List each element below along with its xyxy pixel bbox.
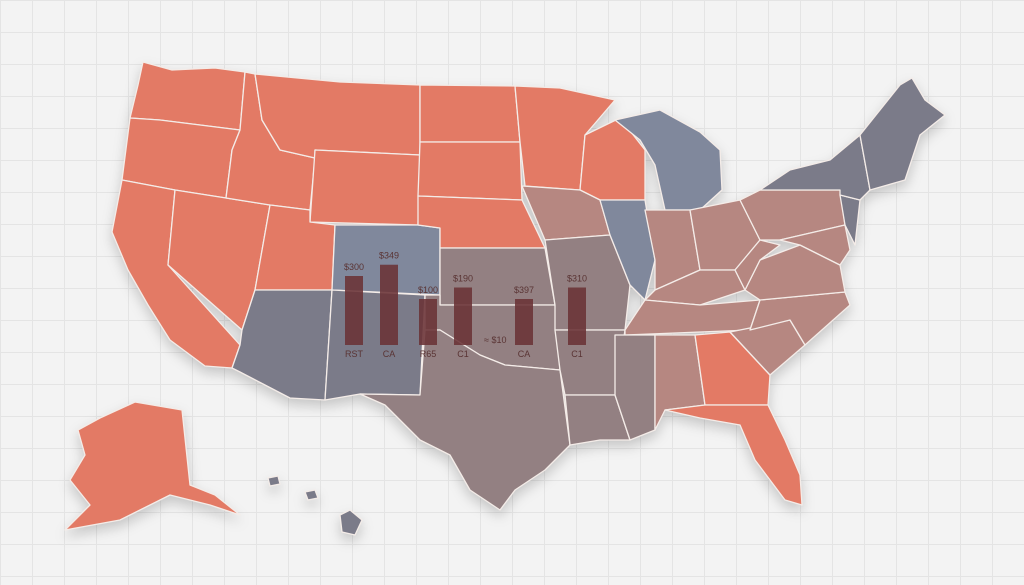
- bar-category-label-2: R65: [420, 349, 437, 359]
- small-label: ≈ $10: [484, 335, 506, 345]
- bar-chart-overlay: $300 RST $349 CA $100 R65 $190 C1 $397 CA $310 C1: [344, 251, 587, 359]
- bar-value-label-0: $300: [344, 262, 364, 272]
- bar-category-label-1: CA: [383, 349, 396, 359]
- state-west-virginia[interactable]: [734, 239, 781, 291]
- bar-3: [454, 287, 472, 345]
- state-new-mexico[interactable]: [324, 289, 426, 401]
- outlying-states: [64, 401, 363, 536]
- bar-category-label-0: RST: [345, 349, 364, 359]
- state-hawaii-islands[interactable]: [267, 475, 281, 487]
- state-hawaii-islet[interactable]: [304, 489, 319, 501]
- state-montana[interactable]: [254, 73, 421, 159]
- state-louisiana[interactable]: [564, 394, 631, 446]
- state-north-dakota[interactable]: [419, 84, 521, 143]
- bar-5: [515, 299, 533, 345]
- state-florida[interactable]: [664, 404, 803, 506]
- bar-6: [568, 287, 586, 345]
- bar-value-label-5: $397: [514, 285, 534, 295]
- state-shapes: [111, 61, 946, 511]
- bar-value-label-3: $190: [453, 274, 473, 284]
- bar-2: [419, 299, 437, 345]
- state-new-england[interactable]: [859, 77, 946, 191]
- bar-value-label-6: $310: [567, 274, 587, 284]
- state-georgia[interactable]: [694, 331, 771, 406]
- state-alaska[interactable]: [64, 401, 241, 531]
- state-south-dakota[interactable]: [417, 141, 523, 201]
- state-new-york[interactable]: [759, 134, 871, 201]
- state-wyoming[interactable]: [309, 149, 421, 226]
- bar-category-label-5: CA: [518, 349, 531, 359]
- bar-value-label-2: $100: [418, 285, 438, 295]
- bar-value-label-1: $349: [379, 251, 399, 261]
- state-hawaii[interactable]: [339, 509, 363, 536]
- state-michigan[interactable]: [614, 109, 723, 211]
- state-mississippi[interactable]: [614, 334, 656, 441]
- state-maryland[interactable]: [779, 224, 851, 266]
- bar-category-label-6: C1: [571, 349, 583, 359]
- bar-1: [380, 264, 398, 345]
- bar-category-label-3: C1: [457, 349, 469, 359]
- bar-0: [345, 276, 363, 345]
